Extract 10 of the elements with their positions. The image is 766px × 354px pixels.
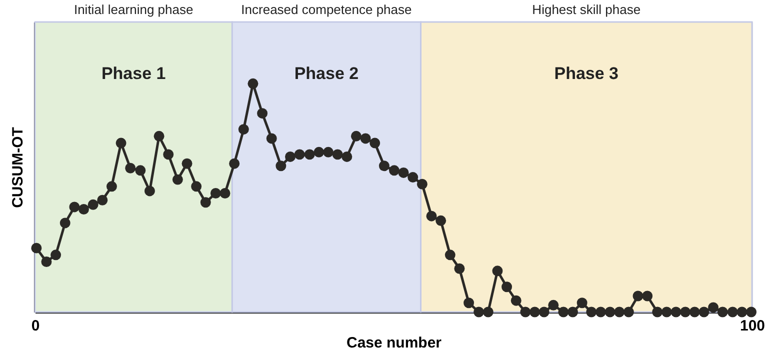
x-axis-title: Case number	[346, 334, 442, 352]
text: Initial learning phase	[74, 2, 194, 17]
x-tick-label: 0	[31, 318, 40, 334]
band-label: Phase 1	[101, 64, 166, 83]
text: Highest skill phase	[532, 2, 641, 17]
y-axis-title: CUSUM-OT	[10, 127, 26, 208]
band-label: Phase 2	[294, 64, 359, 83]
x-tick-label: 100	[740, 318, 766, 334]
text: Increased competence phase	[241, 2, 412, 17]
band-label: Phase 3	[554, 64, 619, 83]
